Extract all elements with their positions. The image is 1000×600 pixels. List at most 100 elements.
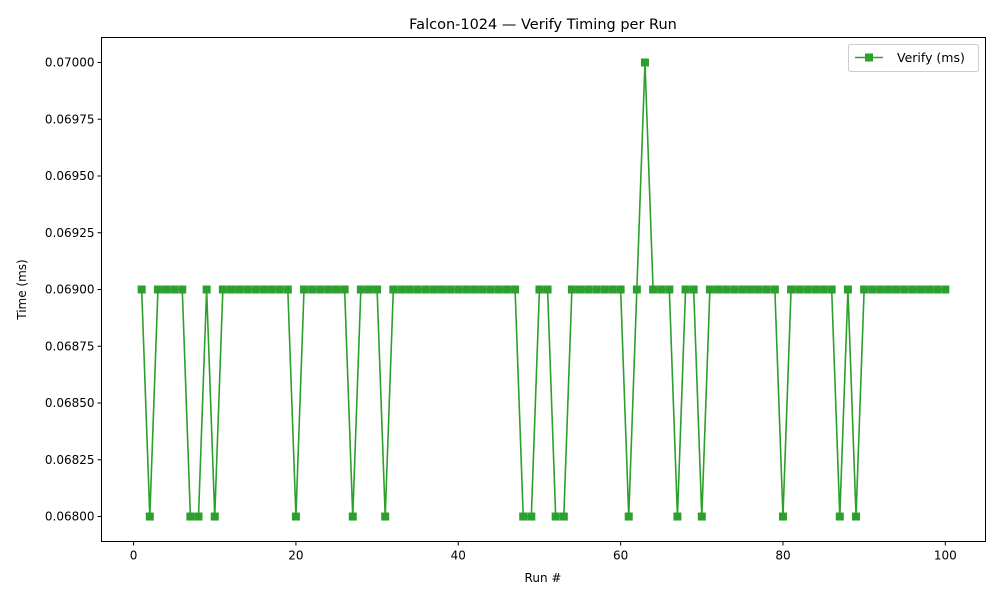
data-point-marker — [316, 285, 325, 294]
data-point-marker — [153, 285, 162, 294]
data-point-marker — [762, 285, 771, 294]
chart-title: Falcon-1024 — Verify Timing per Run — [409, 17, 677, 33]
data-point-marker — [608, 285, 617, 294]
data-point-marker — [933, 285, 942, 294]
data-point-marker — [835, 512, 844, 521]
data-point-marker — [673, 512, 682, 521]
data-point-marker — [486, 285, 495, 294]
data-point-marker — [519, 512, 528, 521]
data-point-marker — [421, 285, 430, 294]
data-point-marker — [908, 285, 917, 294]
data-point-marker — [665, 285, 674, 294]
data-point-marker — [429, 285, 438, 294]
data-point-marker — [267, 285, 276, 294]
data-point-marker — [494, 285, 503, 294]
data-point-marker — [787, 285, 796, 294]
data-point-marker — [218, 285, 227, 294]
data-point-marker — [916, 285, 925, 294]
data-point-marker — [454, 285, 463, 294]
data-point-marker — [746, 285, 755, 294]
data-point-marker — [543, 285, 552, 294]
x-tick-label: 100 — [934, 549, 957, 563]
data-point-marker — [470, 285, 479, 294]
data-point-marker — [511, 285, 520, 294]
data-point-marker — [162, 285, 171, 294]
data-point-marker — [925, 285, 934, 294]
data-point-marker — [446, 285, 455, 294]
y-tick-label: 0.06950 — [45, 169, 95, 183]
y-tick-label: 0.06825 — [45, 453, 95, 467]
data-point-marker — [819, 285, 828, 294]
data-point-marker — [478, 285, 487, 294]
legend: Verify (ms) — [848, 44, 979, 72]
data-point-marker — [186, 512, 195, 521]
data-point-marker — [722, 285, 731, 294]
data-point-marker — [730, 285, 739, 294]
data-point-marker — [291, 512, 300, 521]
data-point-marker — [551, 512, 560, 521]
data-point-marker — [884, 285, 893, 294]
data-point-marker — [502, 285, 511, 294]
data-point-marker — [373, 285, 382, 294]
data-point-marker — [210, 512, 219, 521]
data-point-marker — [202, 285, 211, 294]
data-point-marker — [170, 285, 179, 294]
data-point-marker — [259, 285, 268, 294]
legend-label: Verify (ms) — [897, 50, 965, 65]
data-point-marker — [770, 285, 779, 294]
data-point-marker — [941, 285, 950, 294]
data-point-marker — [584, 285, 593, 294]
data-point-marker — [332, 285, 341, 294]
data-point-marker — [340, 285, 349, 294]
data-point-marker — [226, 285, 235, 294]
legend-frame — [848, 44, 979, 72]
data-point-marker — [178, 285, 187, 294]
data-point-marker — [438, 285, 447, 294]
data-point-marker — [892, 285, 901, 294]
data-point-marker — [876, 285, 885, 294]
data-point-marker — [389, 285, 398, 294]
data-point-marker — [300, 285, 309, 294]
data-point-marker — [235, 285, 244, 294]
x-tick-label: 40 — [451, 549, 466, 563]
data-point-marker — [632, 285, 641, 294]
data-point-marker — [356, 285, 365, 294]
data-point-marker — [649, 285, 658, 294]
data-point-marker — [705, 285, 714, 294]
data-point-marker — [754, 285, 763, 294]
data-point-marker — [900, 285, 909, 294]
data-point-marker — [868, 285, 877, 294]
data-point-marker — [624, 512, 633, 521]
data-point-marker — [535, 285, 544, 294]
data-point-marker — [860, 285, 869, 294]
data-point-marker — [852, 512, 861, 521]
data-point-marker — [308, 285, 317, 294]
data-point-marker — [275, 285, 284, 294]
data-point-marker — [689, 285, 698, 294]
y-tick-label: 0.06850 — [45, 396, 95, 410]
x-axis-title: Run # — [525, 571, 562, 585]
data-point-marker — [616, 285, 625, 294]
data-point-marker — [697, 512, 706, 521]
y-tick-label: 0.06975 — [45, 112, 95, 126]
data-point-marker — [559, 512, 568, 521]
x-tick-label: 60 — [613, 549, 628, 563]
data-point-marker — [714, 285, 723, 294]
data-point-marker — [592, 285, 601, 294]
data-point-marker — [576, 285, 585, 294]
data-point-marker — [194, 512, 203, 521]
data-point-marker — [381, 512, 390, 521]
data-point-marker — [803, 285, 812, 294]
data-point-marker — [811, 285, 820, 294]
data-point-marker — [527, 512, 536, 521]
data-point-marker — [413, 285, 422, 294]
data-point-marker — [738, 285, 747, 294]
data-point-marker — [827, 285, 836, 294]
data-point-marker — [795, 285, 804, 294]
axis-ticks: 0 20 40 60 80 100 0.06800 0.06825 0.06850 0.06875… — [45, 56, 957, 563]
data-point-marker — [462, 285, 471, 294]
y-axis-title: Time (ms) — [15, 259, 29, 321]
series-line — [140, 61, 946, 518]
